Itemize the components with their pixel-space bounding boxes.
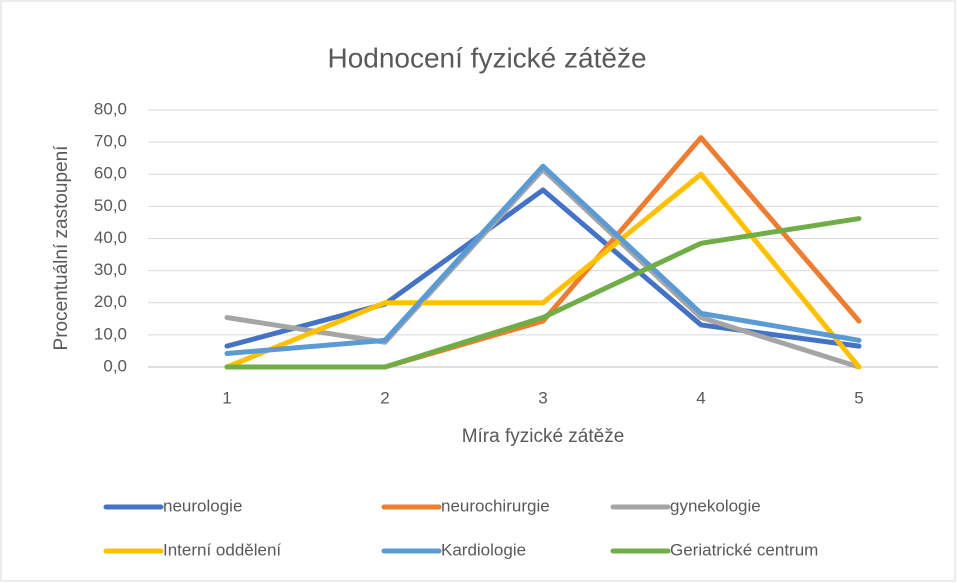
x-tick-label: 2 [380,388,389,407]
legend-label: gynekologie [670,496,761,515]
y-tick-label: 10,0 [94,324,127,343]
y-tick-label: 60,0 [94,164,127,183]
y-axis-title: Procentuální zastoupení [51,145,72,351]
y-tick-label: 80,0 [94,99,127,118]
x-tick-label: 5 [854,388,863,407]
legend-label: Geriatrické centrum [670,540,818,559]
y-tick-label: 20,0 [94,292,127,311]
legend-label: Interní oddělení [163,540,281,559]
line-series [224,171,862,370]
legend-label: neurologie [163,496,242,515]
y-tick-label: 30,0 [94,260,127,279]
line-series [224,163,862,357]
y-tick-label: 50,0 [94,196,127,215]
x-axis-title: Míra fyzické zátěže [462,426,625,447]
y-tick-label: 0,0 [103,356,127,375]
y-tick-label: 40,0 [94,228,127,247]
x-tick-label: 4 [696,388,705,407]
chart-title: Hodnocení fyzické zátěže [327,42,646,73]
y-tick-label: 70,0 [94,132,127,151]
legend-label: neurochirurgie [441,496,550,515]
line-series [224,216,862,370]
x-tick-label: 1 [222,388,231,407]
x-tick-label: 3 [538,388,547,407]
legend-label: Kardiologie [441,540,526,559]
